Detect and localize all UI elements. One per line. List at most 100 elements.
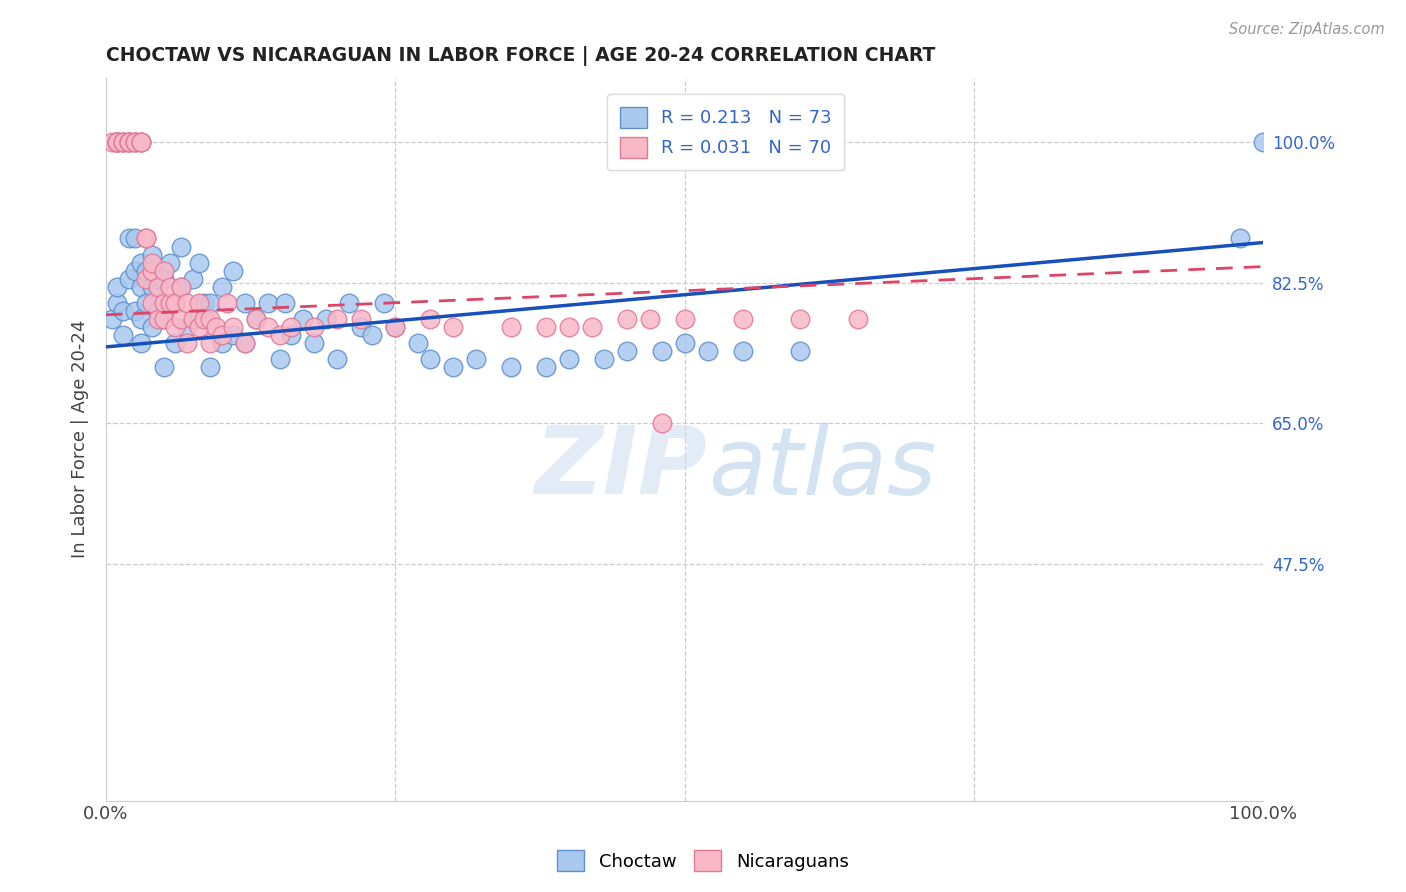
Point [187,255,209,269]
Point [280,319,302,334]
Point [135,231,157,245]
Point [146,303,169,318]
Point [118,135,141,149]
Point [245,311,267,326]
Point [152,311,174,326]
Point [233,295,256,310]
Point [373,295,395,310]
Point [159,295,181,310]
Point [118,135,141,149]
Point [100,311,122,326]
Point [441,319,464,334]
Y-axis label: In Labor Force | Age 20-24: In Labor Force | Age 20-24 [72,320,89,558]
Point [361,327,384,342]
Text: Source: ZipAtlas.com: Source: ZipAtlas.com [1229,22,1385,37]
Point [124,263,146,277]
Point [337,295,360,310]
Point [152,271,174,285]
Point [165,335,187,350]
Point [257,319,280,334]
Point [107,135,129,149]
Point [141,295,163,310]
Point [135,263,157,277]
Point [650,343,672,358]
Point [135,295,157,310]
Point [274,295,297,310]
Point [616,343,638,358]
Point [107,279,129,293]
Point [673,311,696,326]
Point [141,263,163,277]
Point [222,263,245,277]
Point [176,319,198,334]
Point [349,311,371,326]
Point [257,295,280,310]
Point [112,135,135,149]
Point [650,416,672,430]
Point [616,311,638,326]
Point [384,319,406,334]
Point [107,135,129,149]
Point [1229,231,1251,245]
Legend: Choctaw, Nicaraguans: Choctaw, Nicaraguans [550,843,856,879]
Point [846,311,869,326]
Point [165,295,187,310]
Point [222,327,245,342]
Point [198,295,221,310]
Point [118,271,141,285]
Point [129,279,152,293]
Point [129,335,152,350]
Point [211,335,233,350]
Point [176,295,198,310]
Point [170,279,193,293]
Point [159,295,181,310]
Point [159,279,181,293]
Point [181,311,204,326]
Point [558,351,581,366]
Point [152,311,174,326]
Point [124,135,146,149]
Point [222,319,245,334]
Point [146,311,169,326]
Point [315,311,337,326]
Point [581,319,603,334]
Text: CHOCTAW VS NICARAGUAN IN LABOR FORCE | AGE 20-24 CORRELATION CHART: CHOCTAW VS NICARAGUAN IN LABOR FORCE | A… [105,46,935,66]
Point [269,351,291,366]
Point [107,295,129,310]
Point [731,311,754,326]
Point [129,135,152,149]
Text: atlas: atlas [707,423,936,514]
Point [100,135,122,149]
Point [304,319,326,334]
Point [349,319,371,334]
Point [499,319,522,334]
Point [129,255,152,269]
Point [233,335,256,350]
Point [592,351,614,366]
Point [638,311,661,326]
Point [1253,135,1275,149]
Point [152,359,174,374]
Point [165,295,187,310]
Point [187,311,209,326]
Point [534,359,557,374]
Point [146,279,169,293]
Point [124,135,146,149]
Point [198,359,221,374]
Point [170,311,193,326]
Point [465,351,488,366]
Point [198,311,221,326]
Point [135,231,157,245]
Point [193,295,215,310]
Point [141,279,163,293]
Text: ZIP: ZIP [534,422,707,514]
Point [245,311,267,326]
Point [233,335,256,350]
Point [107,135,129,149]
Point [124,303,146,318]
Point [187,319,209,334]
Point [135,271,157,285]
Point [558,319,581,334]
Point [141,247,163,261]
Point [291,311,314,326]
